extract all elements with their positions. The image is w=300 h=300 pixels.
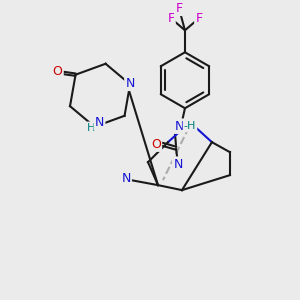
Text: N: N bbox=[174, 120, 184, 133]
Text: O: O bbox=[151, 138, 161, 151]
Text: -H: -H bbox=[184, 121, 196, 131]
Text: F: F bbox=[176, 2, 182, 15]
Text: N: N bbox=[173, 158, 183, 171]
Text: H: H bbox=[87, 123, 96, 133]
Text: O: O bbox=[53, 65, 62, 78]
Text: N: N bbox=[121, 172, 131, 184]
Text: F: F bbox=[167, 12, 175, 25]
Text: N: N bbox=[125, 77, 135, 90]
Text: F: F bbox=[195, 12, 203, 25]
Text: N: N bbox=[95, 116, 104, 129]
